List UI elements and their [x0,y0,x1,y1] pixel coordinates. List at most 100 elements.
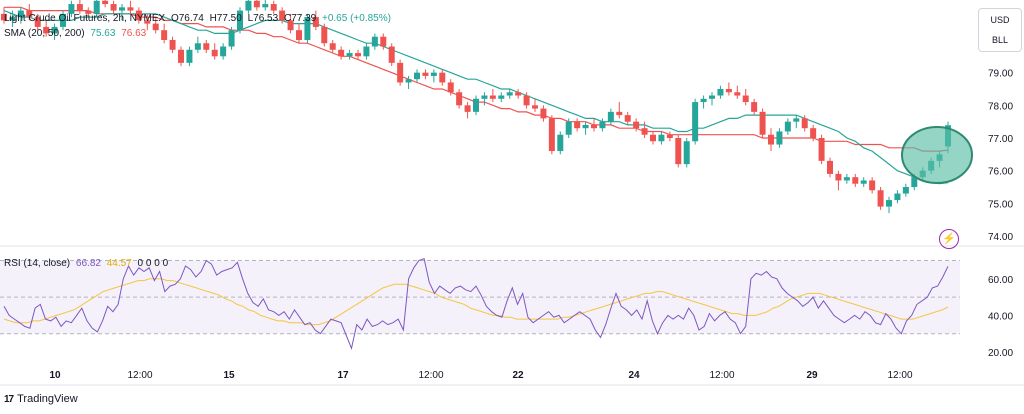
candle-body [9,17,16,21]
candle-body [211,49,218,57]
price-tick-label: 78.00 [988,101,1013,112]
candle-body [734,92,741,96]
candle-body [894,193,901,201]
candle-body [768,134,774,145]
candle-body [523,95,530,106]
rsi-zero-values: 0 0 0 0 [137,258,169,269]
candle-body [85,10,92,14]
low-value: L76.53 [247,13,279,24]
candle-body [110,4,117,11]
candle-body [506,92,513,96]
tradingview-logo: 17 [4,393,14,405]
candle-body [321,26,328,44]
high-value: H77.50 [209,13,242,24]
candle-body [498,95,505,99]
sma20-line [3,10,949,185]
footer: 17 TradingView [4,393,78,405]
unit-selector[interactable]: USD BLL [978,8,1022,52]
open-value: O76.74 [170,13,204,24]
candle-body [902,186,909,194]
candle-body [304,17,311,40]
candle-body [886,200,892,207]
candle-body [405,79,412,83]
candle-body [473,98,479,112]
candle-body [203,43,210,50]
lightning-icon[interactable]: ⚡ [939,229,959,249]
time-tick-label: 24 [628,370,640,381]
candle-body [793,118,800,122]
candle-body [144,20,151,24]
candle-body [414,72,420,80]
price-tick-label: 76.00 [988,167,1013,178]
brand-name: TradingView [17,393,78,405]
candle-body [76,4,83,11]
time-tick-label: 12:00 [887,370,912,381]
candle-body [540,108,547,119]
candle-body [489,95,496,99]
candle-body [102,0,109,5]
rsi-lines [3,258,949,350]
candlestick-series [1,0,951,214]
change-value: +0.65 (+0.85%) [322,13,391,24]
candle-body [169,39,176,50]
candle-body [270,4,277,11]
price-tick-label: 79.00 [988,69,1013,80]
candle-body [827,160,833,174]
candle-body [161,30,168,40]
candle-body [759,111,766,135]
candle-body [1,13,7,21]
candle-body [430,72,437,76]
time-tick-label: 10 [49,370,61,381]
candle-body [607,111,614,122]
candle-body [650,134,656,142]
candle-body [852,177,859,184]
rsi-label: RSI (14, close) [4,258,71,269]
candle-body [346,53,353,57]
time-tick-label: 12:00 [127,370,152,381]
price-tick-label: 77.00 [988,134,1013,145]
candle-body [456,92,463,106]
candle-body [515,92,522,96]
candle-body [380,36,387,47]
candle-body [17,10,24,18]
sma-legend: SMA (20, 50, 200) 75.63 76.63 [4,28,149,40]
price-tick-label: 74.00 [988,232,1013,243]
candle-body [422,72,429,76]
rsi-tick-label: 20.00 [988,348,1013,359]
rsi-value: 66.82 [75,258,101,269]
candle-body [877,190,884,207]
candle-body [186,49,193,63]
candle-body [709,95,715,99]
candle-body [616,111,623,116]
candle-body [751,102,758,112]
rsi-tick-label: 60.00 [988,275,1013,286]
candle-body [565,121,572,135]
time-tick-label: 17 [337,370,349,381]
candle-body [329,43,336,50]
candle-body [911,177,918,187]
candle-body [810,128,817,138]
currency-label: USD [990,15,1010,25]
candle-body [557,134,564,152]
candle-body [60,13,66,27]
candle-body [312,17,319,27]
highlight-ellipse [901,126,973,184]
candle-body [784,121,791,132]
sma50-value: 76.63 [121,28,147,39]
candle-body [835,173,842,181]
candle-body [296,30,302,40]
sma-label: SMA (20, 50, 200) [4,28,85,39]
candle-body [481,95,488,99]
candle-body [43,26,50,34]
candle-body [262,4,269,8]
candle-body [700,98,707,103]
candle-body [532,105,538,109]
candle-body [279,10,286,21]
candle-body [666,134,673,138]
candle-body [68,4,75,14]
time-tick-label: 12:00 [709,370,734,381]
candle-body [692,102,699,142]
close-value: C77.39 [283,13,317,24]
candle-body [818,137,825,161]
